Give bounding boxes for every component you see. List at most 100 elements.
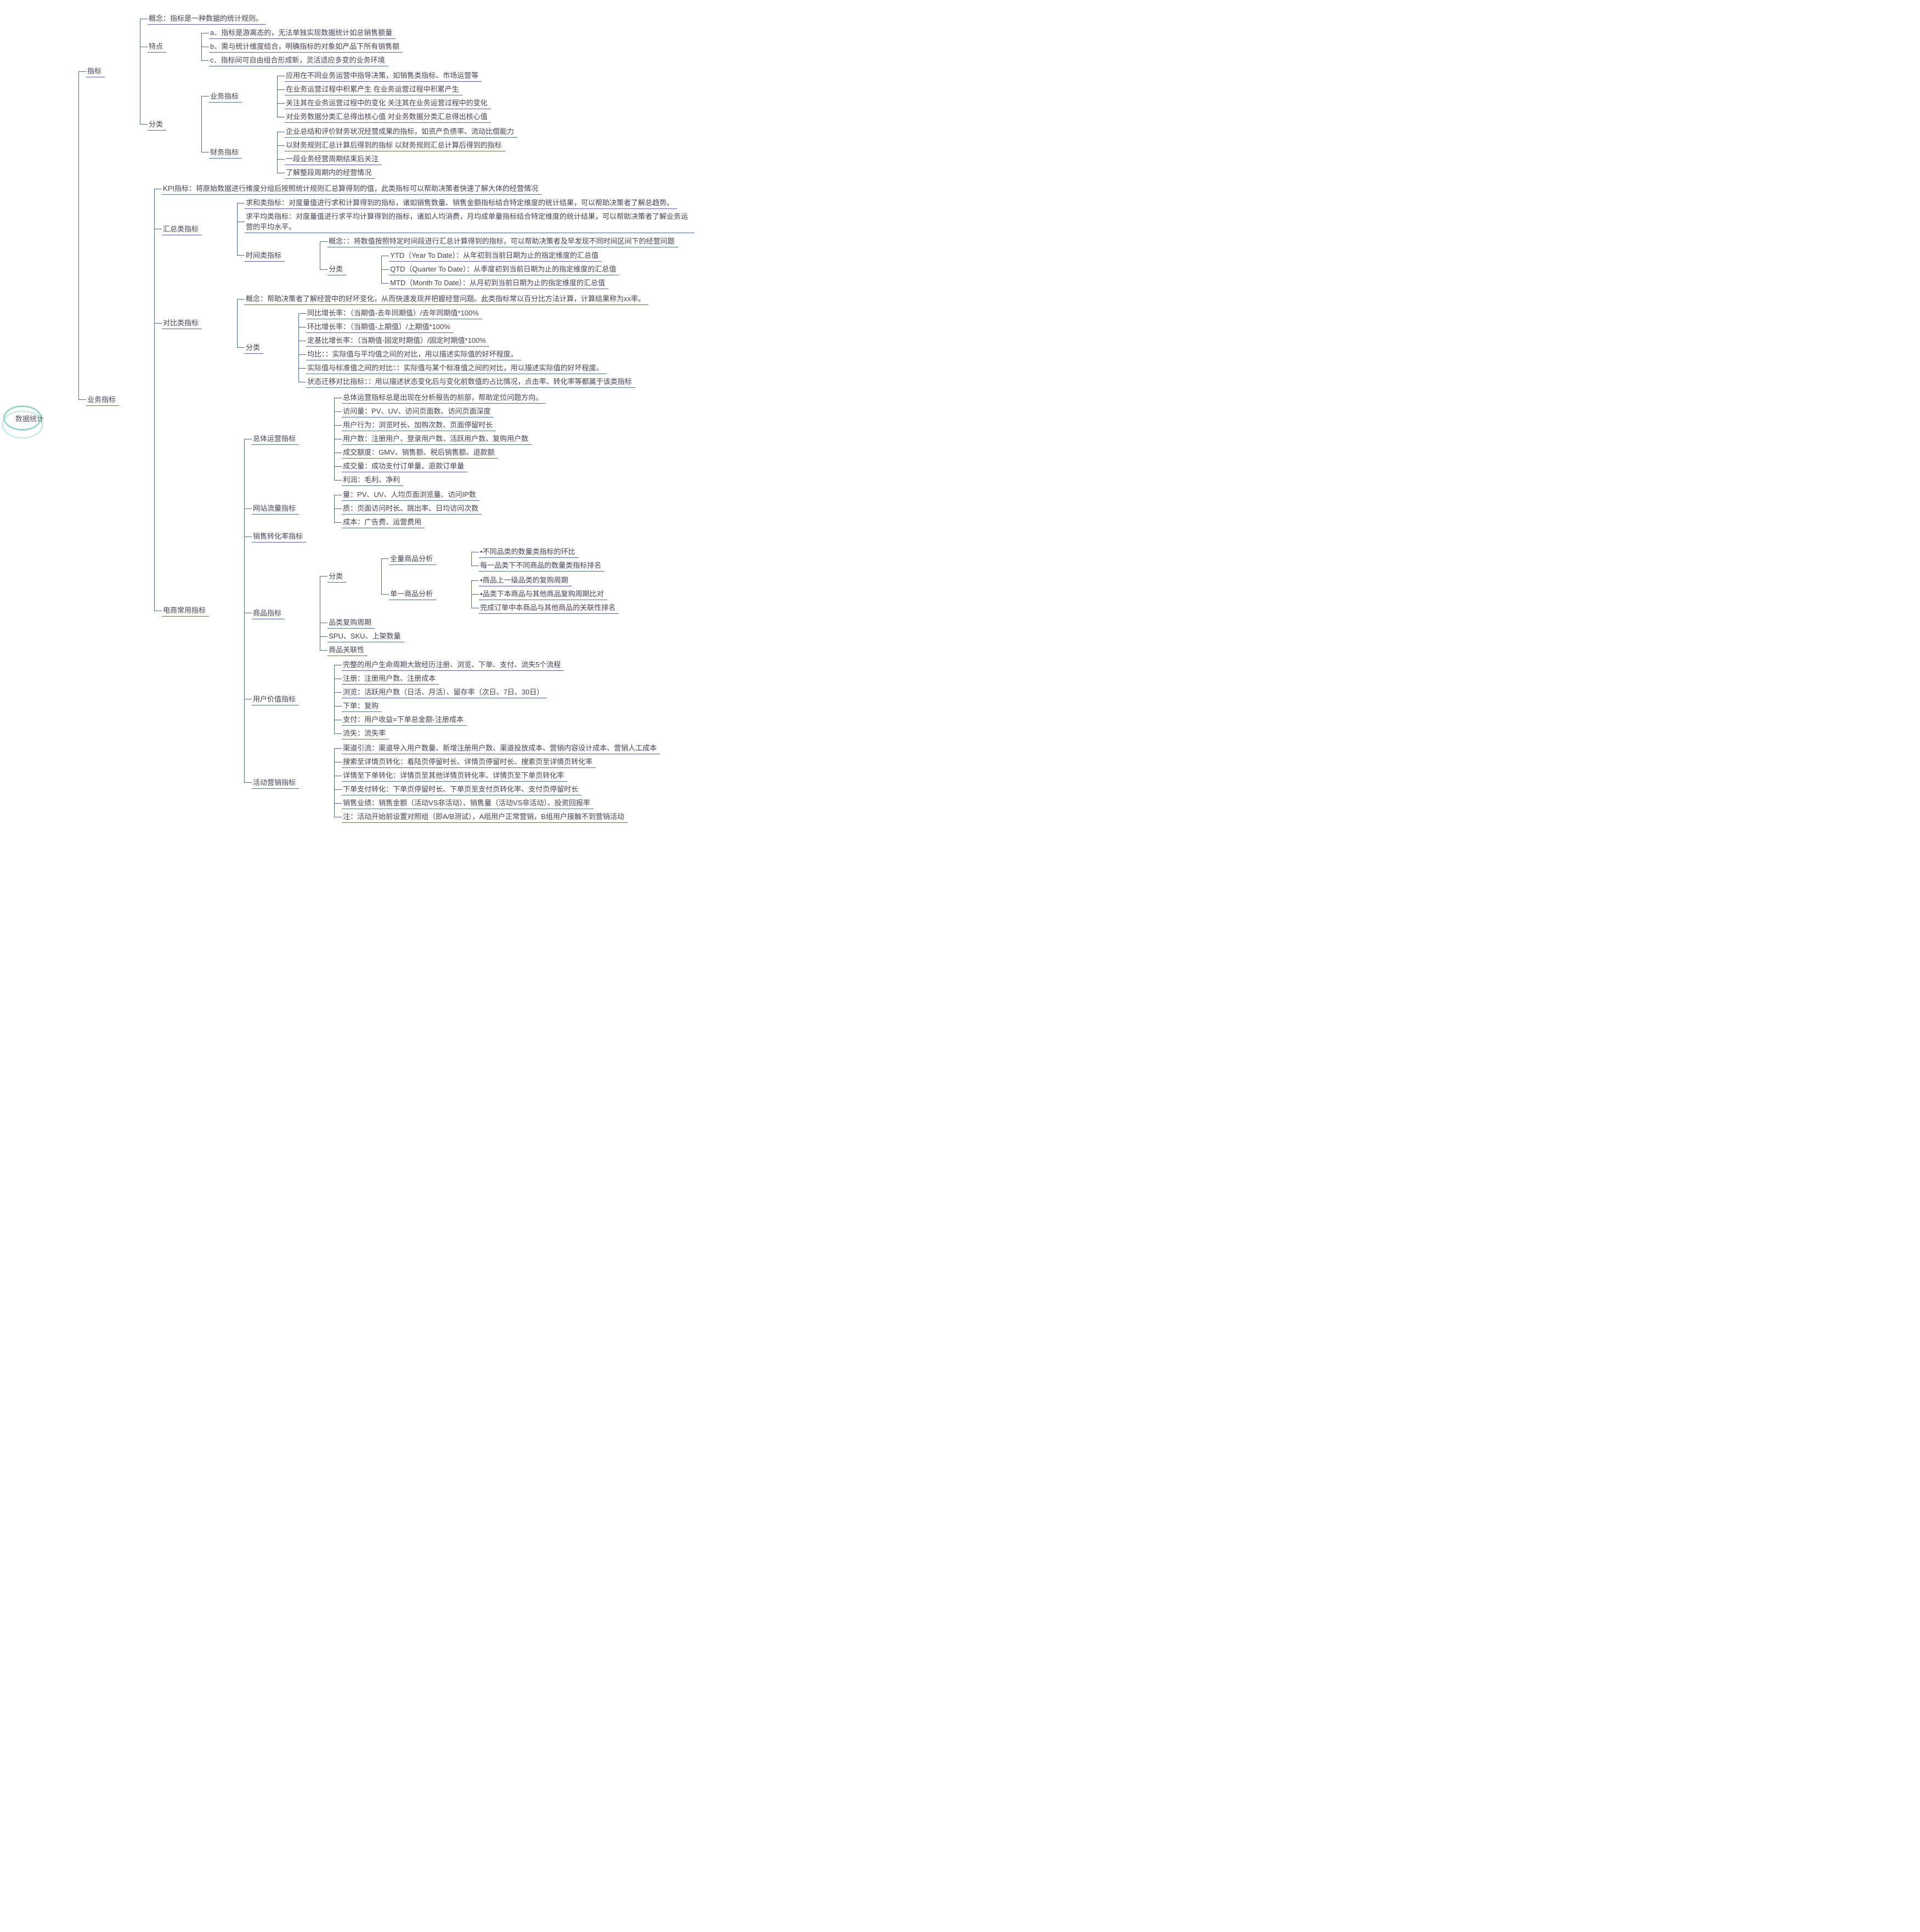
leaf: 均比：：实际值与平均值之间的对比，用以描述实际值的好坏程度。 [298,347,694,361]
node-time-classify: 分类 YTD（Year To Date）：从年初到当前日期为止的指定维度的汇总值… [320,248,694,290]
leaf-label: 对业务数据分类汇总得出核心值 对业务数据分类汇总得出核心值 [285,110,491,123]
mindmap-root-container: 数据统计 指标 概念：指标是一种数据的统计规则。 特点 a．指标是游离态的，无法… [11,11,1909,825]
leaf-label: 环比增长率：（当期值-上期值）/上期值*100% [306,320,454,333]
label-biz-indicator: 业务指标 [209,90,242,103]
leaf-label: 成交量：成功支付订单量、退款订单量 [342,460,467,472]
leaf: 求平均类指标：对度量值进行求平均计算得到的指标，诸如人均消费，月均成单量指标结合… [237,210,694,234]
node-classify: 分类 业务指标 应用在不同业务运营中指导决策，如销售类指标、市场运营等 在业务运… [140,67,694,180]
root-node: 数据统计 指标 概念：指标是一种数据的统计规则。 特点 a．指标是游离态的，无法… [11,11,1909,825]
leaf-label: b．需与统计维度结合，明确指标的对象如产品下所有销售额 [209,40,403,53]
leaf-label: 销售业绩：销售金额（活动VS非活动）、销售量（活动VS非活动）、投资回报率 [342,796,594,809]
leaf-label: 质：页面访问时长、跳出率、日均访问次数 [342,502,482,515]
leaf-label: 概念：帮助决策者了解经营中的好坏变化，从而快速发现并把握经营问题。此类指标常以百… [245,292,648,305]
label-concept: 概念：指标是一种数据的统计规则。 [148,12,266,25]
leaf: 渠道引流：渠道导入用户数量、新增注册用户数、渠道投放成本、营销内容设计成本、营销… [334,741,694,755]
leaf: 对业务数据分类汇总得出核心值 对业务数据分类汇总得出核心值 [277,110,694,123]
leaf: QTD（Quarter To Date）：从季度初到当前日期为止的指定维度的汇总… [381,262,694,276]
leaf: 质：页面访问时长、跳出率、日均访问次数 [334,501,694,515]
leaf: a．指标是游离态的，无法单独实现数据统计如总销售额量 [201,26,694,39]
label-feature: 特点 [148,40,166,53]
leaf: 关注其在业务运营过程中的变化 关注其在业务运营过程中的变化 [277,96,694,110]
label-biz-indicator-main: 业务指标 [86,393,119,406]
leaf-label: YTD（Year To Date）：从年初到当前日期为止的指定维度的汇总值 [389,249,602,262]
leaf-label: 渠道引流：渠道导入用户数量、新增注册用户数、渠道投放成本、营销内容设计成本、营销… [342,742,660,754]
leaf: 了解整段周期内的经营情况 [277,166,694,179]
leaf-label: 定基比增长率：（当期值-固定时期值）/固定时期值*100% [306,334,489,347]
label-conversion: 销售转化率指标 [252,530,306,543]
leaf-label: 完成订单中本商品与其他商品的关联性排名 [479,601,619,614]
leaf: 完整的用户生命周期大致经历注册、浏览、下单、支付、流失5个流程 [334,658,694,671]
leaf-label: MTD（Month To Date）：从月初到当前日期为止的指定维度的汇总值 [389,276,608,289]
leaf: 注：活动开始前设置对照组（即A/B测试），A组用户正常营销，B组用户接触不到营销… [334,810,694,823]
label-user-value: 用户价值指标 [252,693,299,705]
leaf-label: 一段业务经营周期结束后关注 [285,152,382,165]
leaf: •商品上一级品类的复购周期 [471,573,694,587]
leaf-label: 成交额度：GMV、销售额、税后销售额、退款额 [342,446,498,459]
node-single-analysis: 单一商品分析 •商品上一级品类的复购周期 •品类下本商品与其他商品复购周期比对 … [381,573,694,615]
leaf: •不同品类的数量类指标的环比 [471,545,694,558]
label-traffic: 网站流量指标 [252,502,299,515]
node-biz-indicator: 业务指标 应用在不同业务运营中指导决策，如销售类指标、市场运营等 在业务运营过程… [201,68,694,124]
label-overall-ops: 总体运营指标 [252,432,299,445]
node-kpi: KPI指标：将原始数据进行维度分组后按照统计规则汇总算得到的值，此类指标可以帮助… [154,182,694,195]
leaf: 支付：用户收益=下单总金额-注册成本 [334,713,694,726]
leaf-label: 详情至下单转化：详情页至其他详情页转化率、详情页至下单页转化率 [342,769,567,782]
leaf-label: 商品关联性 [327,643,368,656]
leaf: 每一品类下不同商品的数量类指标排名 [471,558,694,572]
node-product: 商品指标 分类 全量商品分析 •不同品类的数量类指 [244,543,694,657]
node-summary-indicator: 汇总类指标 求和类指标：对度量值进行求和计算得到的指标，诸如销售数量、销售金额指… [154,195,694,291]
leaf-label: c．指标间可自由组合形成新，灵活适应多变的业务环境 [209,54,388,66]
label-summary: 汇总类指标 [162,223,202,235]
leaf-label: 在业务运营过程中积累产生 在业务运营过程中积累产生 [285,83,462,95]
leaf-label: 同比增长率：（当期值-去年同期值）/去年同期值*100% [306,307,482,319]
leaf-label: 下单：复购 [342,699,382,712]
leaf-label: 用户数：注册用户、登录用户数、活跃用户数、复购用户数 [342,432,532,445]
leaf-label: 实际值与标准值之间的对比：：实际值与某个标准值之间的对比，用以描述实际值的好坏程… [306,361,607,374]
node-biz-indicator-main: 业务指标 KPI指标：将原始数据进行维度分组后按照统计规则汇总算得到的值，此类指… [78,181,694,825]
leaf-label: •商品上一级品类的复购周期 [479,574,572,586]
label-product: 商品指标 [252,607,285,619]
leaf: 企业总结和评价财务状况经营成果的指标，如资产负债率、流动比偿能力 [277,125,694,138]
leaf-label: 品类复购周期 [327,616,375,629]
leaf: b．需与统计维度结合，明确指标的对象如产品下所有销售额 [201,39,694,53]
node-traffic: 网站流量指标 量：PV、UV、人均页面浏览量、访问IP数 质：页面访问时长、跳出… [244,487,694,529]
leaf: 在业务运营过程中积累产生 在业务运营过程中积累产生 [277,82,694,96]
leaf: 注册：注册用户数、注册成本 [334,671,694,685]
node-campaign: 活动营销指标 渠道引流：渠道导入用户数量、新增注册用户数、渠道投放成本、营销内容… [244,741,694,824]
leaf: 下单：复购 [334,699,694,713]
node-compare-classify: 分类 同比增长率：（当期值-去年同期值）/去年同期值*100% 环比增长率：（当… [237,306,694,389]
leaf-label: 求平均类指标：对度量值进行求平均计算得到的指标，诸如人均消费，月均成单量指标结合… [245,210,694,233]
leaf: 下单支付转化：下单页停留时长、下单页至支付页转化率、支付页停留时长 [334,782,694,796]
leaf-label: QTD（Quarter To Date）：从季度初到当前日期为止的指定维度的汇总… [389,263,619,275]
leaf-label: 求和类指标：对度量值进行求和计算得到的指标，诸如销售数量、销售金额指标结合特定维… [245,196,677,209]
leaf-label: 支付：用户收益=下单总金额-注册成本 [342,713,467,726]
leaf-label: 用户行为：浏览时长、加购次数、页面停留时长 [342,419,496,431]
label-classify: 分类 [148,118,166,131]
leaf: 概念：：将数值按照特定时间段进行汇总计算得到的指标，可以帮助决策者及早发现不同时… [320,234,694,248]
node-conversion: 销售转化率指标 [244,529,694,543]
leaf-label: 状态迁移对比指标：：用以描述状态变化后与变化前数值的占比情况，点击率、转化率等都… [306,375,635,388]
leaf: 成本：广告费、运营费用 [334,515,694,529]
leaf-label: 浏览：活跃用户数（日活、月活）、留存率（次日、7日、30日） [342,686,547,698]
node-ecommerce-indicator: 电商常用指标 总体运营指标 总体运营指标总是出现在分析报告的前部，帮助定位问题方… [154,389,694,824]
leaf: 总体运营指标总是出现在分析报告的前部，帮助定位问题方向。 [334,391,694,404]
node-overall-ops: 总体运营指标 总体运营指标总是出现在分析报告的前部，帮助定位问题方向。 访问量：… [244,390,694,487]
leaf-label: 每一品类下不同商品的数量类指标排名 [479,559,605,572]
root-label: 数据统计 [11,411,48,426]
leaf-label: 利润：毛利、净利 [342,473,403,486]
leaf: 商品关联性 [320,643,694,657]
label-campaign: 活动营销指标 [252,776,299,789]
label-indicator: 指标 [86,65,105,77]
label-time: 时间类指标 [245,249,285,262]
label-time-classify: 分类 [327,263,346,275]
leaf: 求和类指标：对度量值进行求和计算得到的指标，诸如销售数量、销售金额指标结合特定维… [237,196,694,210]
node-indicator: 指标 概念：指标是一种数据的统计规则。 特点 a．指标是游离态的，无法单独实现数… [78,11,694,181]
node-bulk-analysis: 全量商品分析 •不同品类的数量类指标的环比 每一品类下不同商品的数量类指标排名 [381,544,694,573]
leaf-label: 均比：：实际值与平均值之间的对比，用以描述实际值的好坏程度。 [306,348,521,360]
leaf: 成交额度：GMV、销售额、税后销售额、退款额 [334,445,694,459]
tree-level-1: 指标 概念：指标是一种数据的统计规则。 特点 a．指标是游离态的，无法单独实现数… [48,11,694,825]
leaf: 浏览：活跃用户数（日活、月活）、留存率（次日、7日、30日） [334,685,694,699]
leaf-label: 企业总结和评价财务状况经营成果的指标，如资产负债率、流动比偿能力 [285,125,517,138]
leaf-label: 总体运营指标总是出现在分析报告的前部，帮助定位问题方向。 [342,391,546,404]
leaf: 销售业绩：销售金额（活动VS非活动）、销售量（活动VS非活动）、投资回报率 [334,796,694,810]
